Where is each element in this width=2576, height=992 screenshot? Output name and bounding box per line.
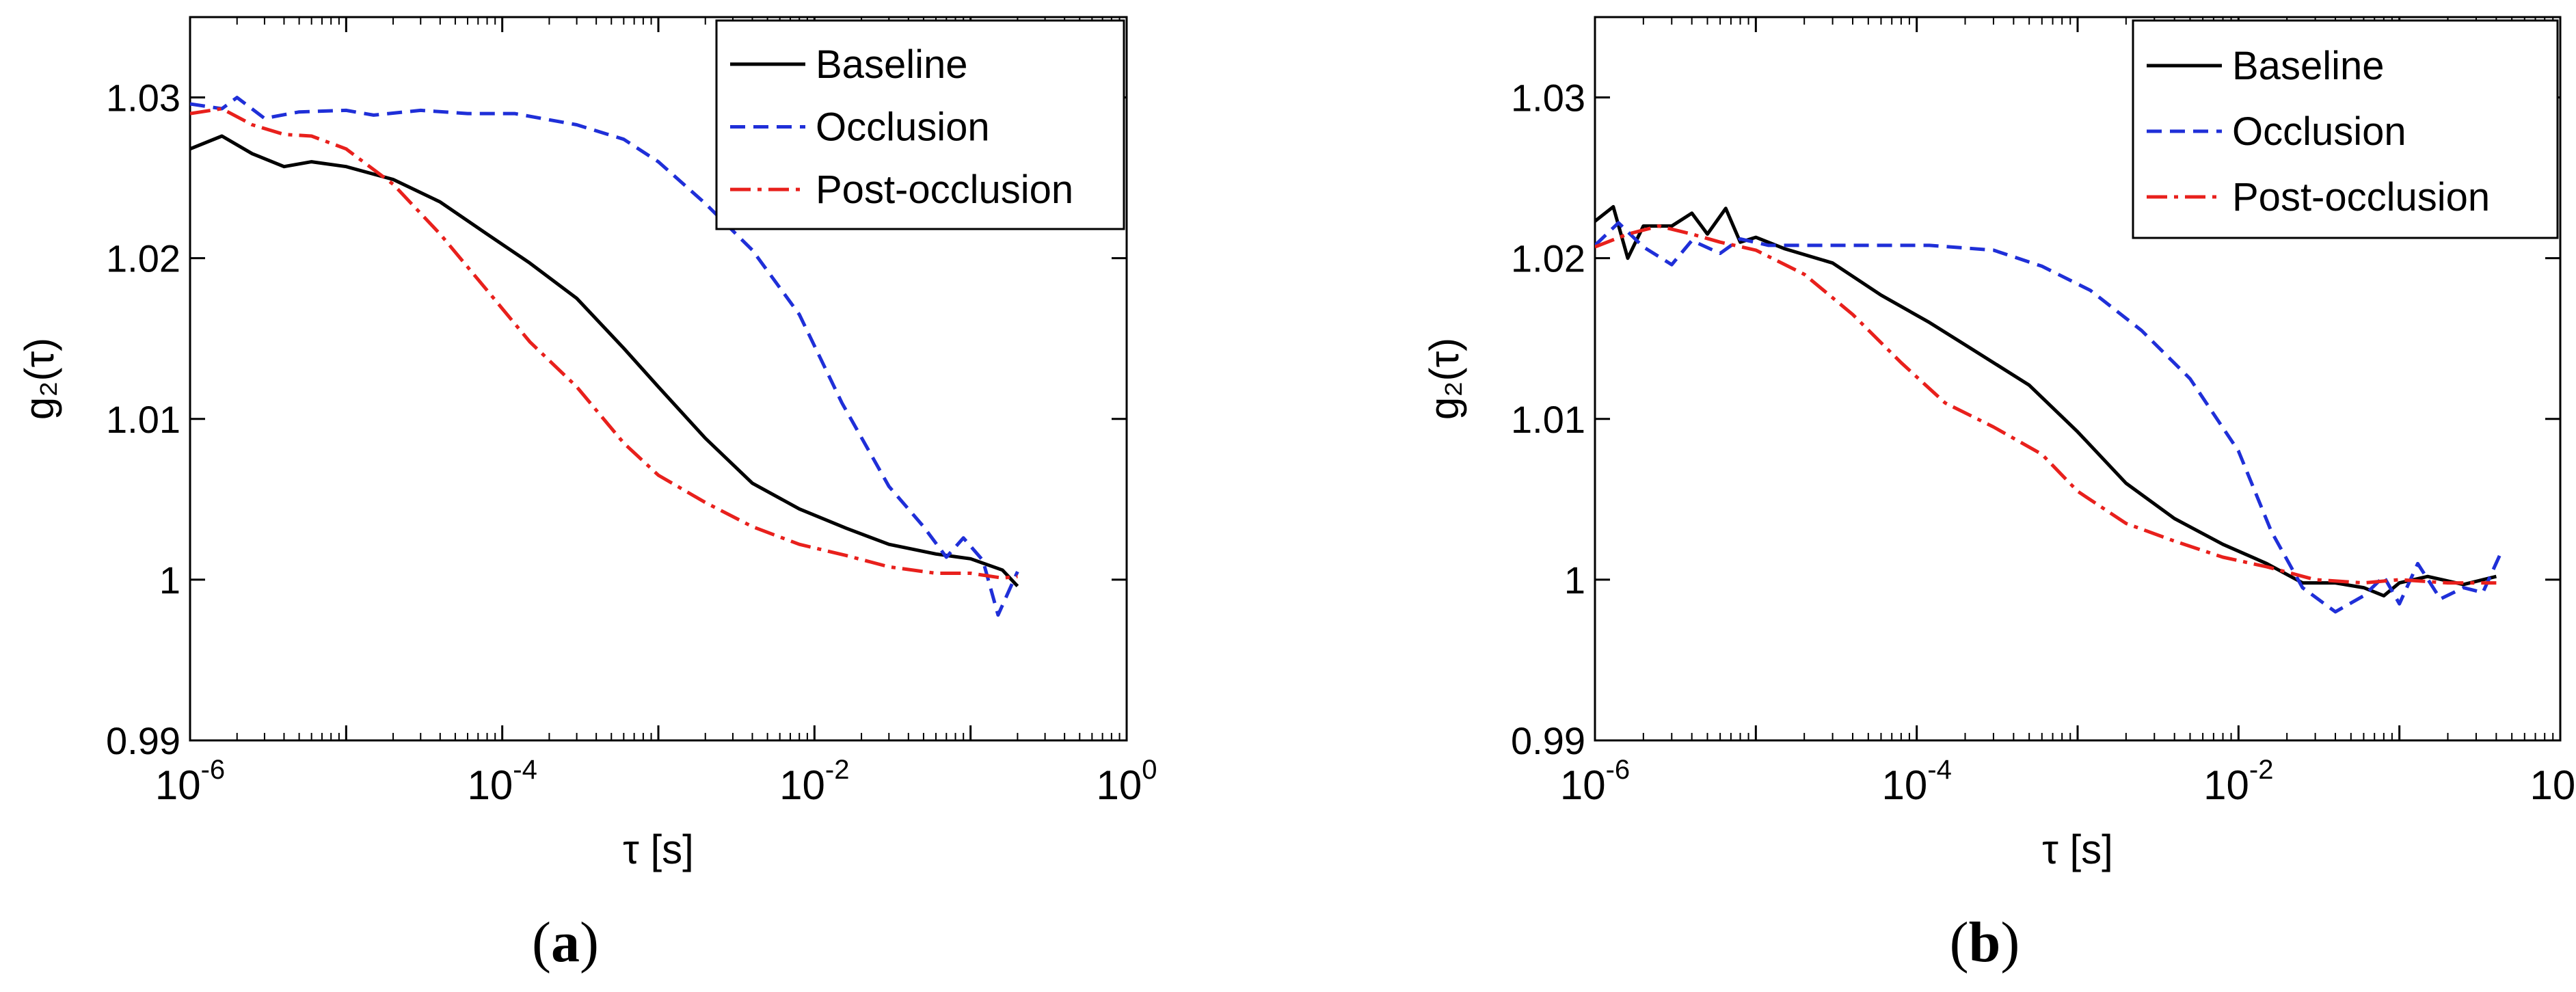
- y-axis-label: g₂(τ): [1421, 338, 1467, 420]
- legend-label: Occlusion: [2232, 109, 2406, 154]
- x-tick-label: 10-2: [2203, 755, 2273, 808]
- y-tick-label: 1.03: [106, 77, 180, 120]
- x-tick-label: 10-2: [779, 755, 849, 808]
- x-tick-label: 10-6: [1560, 755, 1630, 808]
- legend-label: Baseline: [2232, 44, 2384, 88]
- legend-label: Post-occlusion: [2232, 175, 2490, 219]
- y-tick-label: 0.99: [1511, 719, 1585, 762]
- y-tick-label: 1.02: [1511, 237, 1585, 280]
- y-tick-label: 1.02: [106, 237, 180, 280]
- legend-box: [2132, 19, 2559, 239]
- series-line-occlusion: [190, 96, 1019, 617]
- chart-panel-a: 0.99 1 1.01 1.02 1.03 10-6 10-4 10-2 100 τ [s] g₂(…: [16, 16, 1157, 872]
- x-axis-label: τ [s]: [623, 827, 694, 872]
- series-line-baseline: [190, 134, 1019, 588]
- y-tick-label: 0.99: [106, 719, 180, 762]
- legend-label: Post-occlusion: [816, 167, 1073, 212]
- legend-label: Occlusion: [816, 105, 990, 150]
- panel-label-a: (a): [532, 911, 599, 974]
- y-tick-label: 1: [159, 559, 180, 602]
- y-axis-label: g₂(τ): [16, 338, 62, 420]
- y-tick-label: 1.03: [1511, 77, 1585, 120]
- legend-label: Baseline: [816, 42, 967, 87]
- x-tick-label: 10-6: [155, 755, 225, 808]
- y-tick-label: 1: [1564, 559, 1585, 602]
- series-line-occlusion: [1595, 221, 2501, 614]
- legend: Baseline Occlusion Post-occlusion: [715, 19, 1125, 230]
- legend: Baseline Occlusion Post-occlusion: [2132, 19, 2559, 239]
- x-tick-label: 100: [1097, 755, 1157, 808]
- chart-panel-b: 0.99 1 1.01 1.02 1.03 10-6 10-4 10-2 100 τ [s] g₂(…: [1421, 16, 2576, 872]
- series-line-post-occlusion: [190, 107, 1018, 580]
- series-line-baseline: [1595, 204, 2497, 598]
- series-line-post-occlusion: [1595, 224, 2497, 585]
- y-tick-label: 1.01: [1511, 398, 1585, 441]
- legend-box: [715, 19, 1125, 230]
- x-tick-label: 10-4: [468, 755, 537, 808]
- y-tick-label: 1.01: [106, 398, 180, 441]
- x-tick-label: 100: [2530, 755, 2576, 808]
- panel-label-b: (b): [1949, 911, 2020, 974]
- x-tick-label: 10-4: [1882, 755, 1952, 808]
- x-axis-label: τ [s]: [2042, 827, 2113, 872]
